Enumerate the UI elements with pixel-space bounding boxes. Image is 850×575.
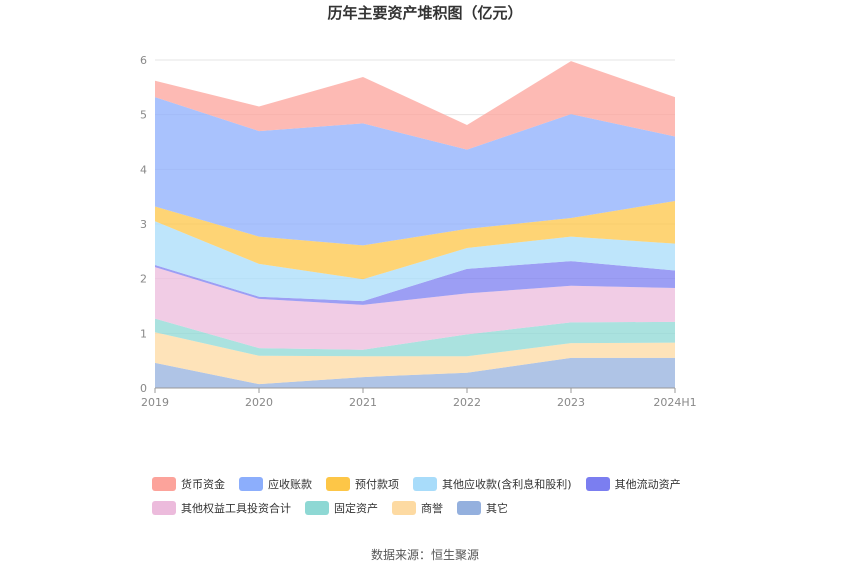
legend-item[interactable]: 其他应收款(含利息和股利) <box>413 476 572 492</box>
area-预付款项[interactable] <box>155 201 675 280</box>
legend-item[interactable]: 货币资金 <box>152 476 225 492</box>
legend-label: 其他权益工具投资合计 <box>181 502 291 515</box>
legend-item[interactable]: 商誉 <box>392 500 443 516</box>
legend-item[interactable]: 固定资产 <box>305 500 378 516</box>
legend-swatch <box>152 477 176 491</box>
chart-title: 历年主要资产堆积图（亿元） <box>327 4 523 22</box>
x-tick-label: 2019 <box>141 396 169 409</box>
legend-label: 固定资产 <box>334 502 378 515</box>
legend-swatch <box>152 501 176 515</box>
legend-label: 商誉 <box>421 502 443 515</box>
legend-item[interactable]: 其他权益工具投资合计 <box>152 500 291 516</box>
legend-swatch <box>585 477 610 491</box>
source-label: 数据来源：恒生聚源 <box>370 548 479 562</box>
area-商誉[interactable] <box>155 332 675 385</box>
legend-swatch <box>413 477 437 491</box>
legend-label: 其它 <box>486 502 508 515</box>
legend: 货币资金 应收账款 预付款项 其他应收款(含利息和股利) 其他流动资产 其他权益工具投资… <box>152 472 712 520</box>
x-tick-label: 2023 <box>557 396 585 409</box>
area-series <box>155 61 675 388</box>
legend-item[interactable]: 预付款项 <box>326 476 399 492</box>
x-tick-label: 2021 <box>349 396 377 409</box>
legend-label: 其他流动资产 <box>614 478 681 491</box>
x-tick-label: 2022 <box>453 396 481 409</box>
area-其他权益工具投资合计[interactable] <box>155 267 675 350</box>
y-tick-label: 0 <box>140 382 147 395</box>
area-其他流动资产[interactable] <box>155 261 675 305</box>
x-tick-label: 2020 <box>245 396 273 409</box>
legend-row: 货币资金 应收账款 预付款项 其他应收款(含利息和股利) 其他流动资产 <box>152 472 712 496</box>
area-其他应收款(含利息和股利)[interactable] <box>155 221 675 302</box>
legend-label: 预付款项 <box>355 478 399 491</box>
y-tick-label: 5 <box>140 109 147 122</box>
y-tick-label: 4 <box>140 163 147 176</box>
legend-swatch <box>457 501 481 515</box>
legend-swatch <box>239 477 263 491</box>
legend-swatch <box>392 501 416 515</box>
area-固定资产[interactable] <box>155 318 675 357</box>
y-tick-label: 6 <box>140 54 147 67</box>
legend-item[interactable]: 其它 <box>457 500 508 516</box>
legend-item[interactable]: 其他流动资产 <box>585 476 681 492</box>
y-tick-label: 1 <box>140 327 147 340</box>
legend-swatch <box>326 477 350 491</box>
legend-item[interactable]: 应收账款 <box>239 476 312 492</box>
legend-label: 应收账款 <box>268 478 312 491</box>
area-货币资金[interactable] <box>155 61 675 150</box>
legend-label: 货币资金 <box>181 478 225 491</box>
x-tick-label: 2024H1 <box>653 396 696 409</box>
area-其它[interactable] <box>155 357 675 388</box>
y-tick-label: 3 <box>140 218 147 231</box>
y-tick-label: 2 <box>140 273 147 286</box>
legend-swatch <box>305 501 329 515</box>
axes: 0 1 2 3 4 5 6 2019 2020 2021 2022 2023 2024H1 <box>140 54 697 409</box>
legend-label: 其他应收款(含利息和股利) <box>442 478 572 491</box>
area-应收账款[interactable] <box>155 97 675 246</box>
legend-row: 其他权益工具投资合计 固定资产 商誉 其它 <box>152 496 712 520</box>
